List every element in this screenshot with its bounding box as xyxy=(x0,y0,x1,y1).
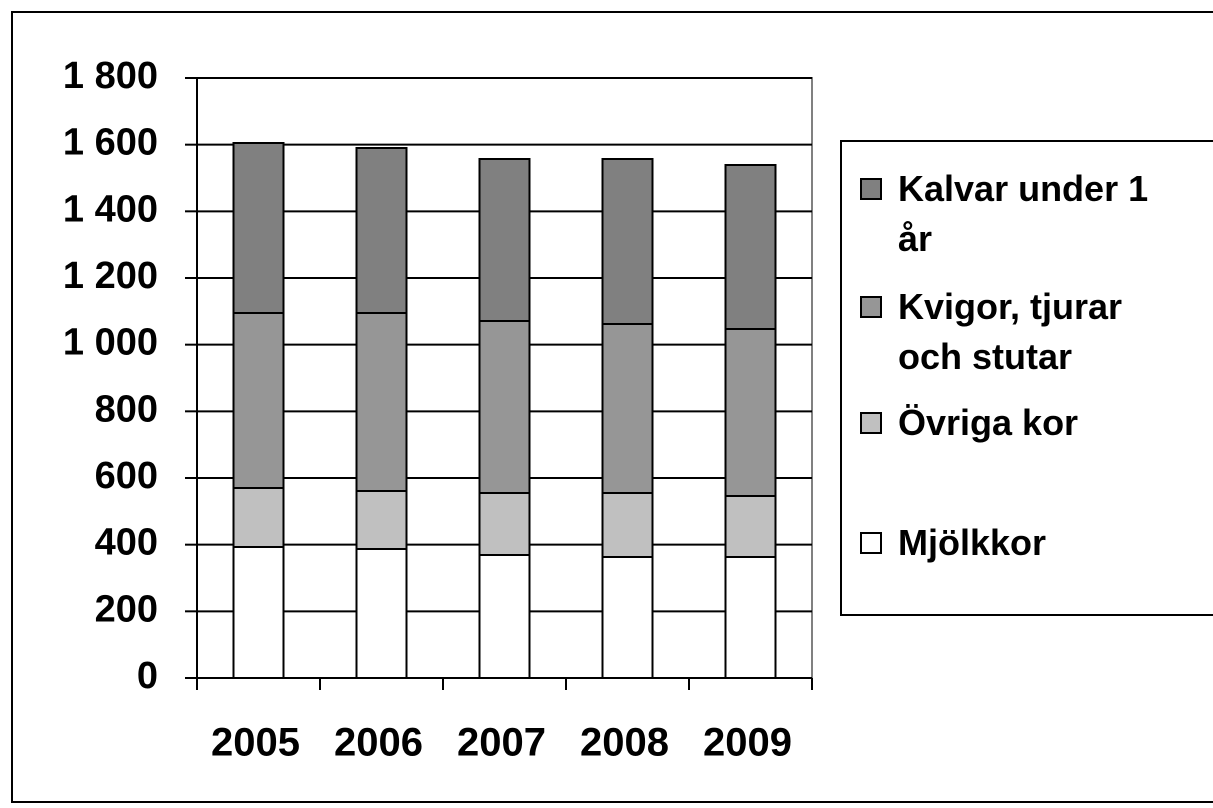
bar-segment xyxy=(724,164,777,330)
legend-swatch xyxy=(860,532,882,554)
legend-label: Övriga kor xyxy=(898,402,1079,443)
y-tick-label: 0 xyxy=(137,655,158,697)
bar-segment xyxy=(232,546,285,679)
y-tick-label: 1 800 xyxy=(63,55,158,97)
bar-segment xyxy=(601,158,654,325)
x-tick-label: 2007 xyxy=(457,721,546,765)
x-tick-label: 2006 xyxy=(334,721,423,765)
y-tick-label: 1 400 xyxy=(63,188,158,230)
bar-segment xyxy=(355,548,408,679)
bar-segment xyxy=(724,556,777,679)
bar-segment xyxy=(355,312,408,492)
bar-segment xyxy=(601,556,654,679)
legend-entry: Kalvar under 1 år xyxy=(860,164,1190,264)
y-tick-label: 800 xyxy=(95,388,158,430)
y-tick-label: 1 000 xyxy=(63,322,158,364)
bar-segment xyxy=(601,492,654,558)
legend-entry: Mjölkkor xyxy=(860,518,1190,568)
x-tick-label: 2009 xyxy=(703,721,792,765)
legend: Kalvar under 1 år Kvigor, tjurar och stut… xyxy=(840,140,1213,616)
legend-swatch xyxy=(860,296,882,318)
bar-segment xyxy=(478,158,531,322)
bar-segment xyxy=(478,492,531,556)
bar-segment xyxy=(232,312,285,489)
y-tick-label: 1 600 xyxy=(63,122,158,164)
bar-segment xyxy=(478,554,531,679)
x-tick-label: 2008 xyxy=(580,721,669,765)
x-tick-label: 2005 xyxy=(211,721,300,765)
bar-segment xyxy=(724,495,777,558)
bar-segment xyxy=(601,323,654,494)
y-tick-label: 1 200 xyxy=(63,255,158,297)
bar-segment xyxy=(724,328,777,497)
legend-swatch xyxy=(860,412,882,434)
bar-segment xyxy=(232,487,285,548)
y-tick-label: 400 xyxy=(95,522,158,564)
legend-label: Mjölkkor xyxy=(898,522,1047,563)
bar-segment xyxy=(478,320,531,494)
bar-segment xyxy=(232,142,285,314)
legend-label: Kalvar under 1 år xyxy=(898,168,1149,259)
bar-segment xyxy=(355,147,408,314)
legend-swatch xyxy=(860,178,882,200)
y-tick-label: 200 xyxy=(95,588,158,630)
legend-entry: Kvigor, tjurar och stutar xyxy=(860,282,1190,382)
y-tick-label: 600 xyxy=(95,455,158,497)
legend-label: Kvigor, tjurar och stutar xyxy=(898,286,1123,377)
bar-segment xyxy=(355,490,408,550)
legend-entry: Övriga kor xyxy=(860,398,1190,448)
